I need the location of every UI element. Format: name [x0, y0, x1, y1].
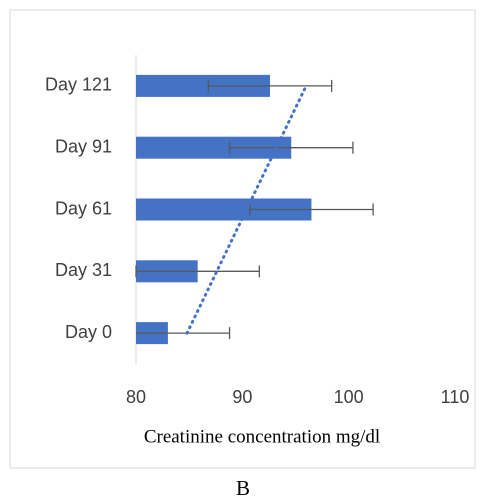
y-tick-label: Day 121 — [45, 75, 112, 95]
caption: B — [236, 476, 250, 500]
x-tick-label: 80 — [126, 387, 146, 407]
y-tick-label: Day 0 — [65, 322, 112, 342]
x-axis-title: Creatinine concentration mg/dl — [144, 426, 380, 447]
x-tick-label: 110 — [441, 387, 470, 407]
bar — [136, 198, 312, 221]
y-tick-label: Day 91 — [55, 136, 112, 156]
bar — [136, 136, 292, 159]
x-tick-label: 90 — [232, 387, 252, 407]
x-tick-label: 100 — [334, 387, 364, 407]
y-tick-label: Day 31 — [55, 260, 112, 280]
trendline — [185, 84, 308, 335]
y-tick-label: Day 61 — [55, 198, 112, 218]
bar — [136, 74, 270, 97]
